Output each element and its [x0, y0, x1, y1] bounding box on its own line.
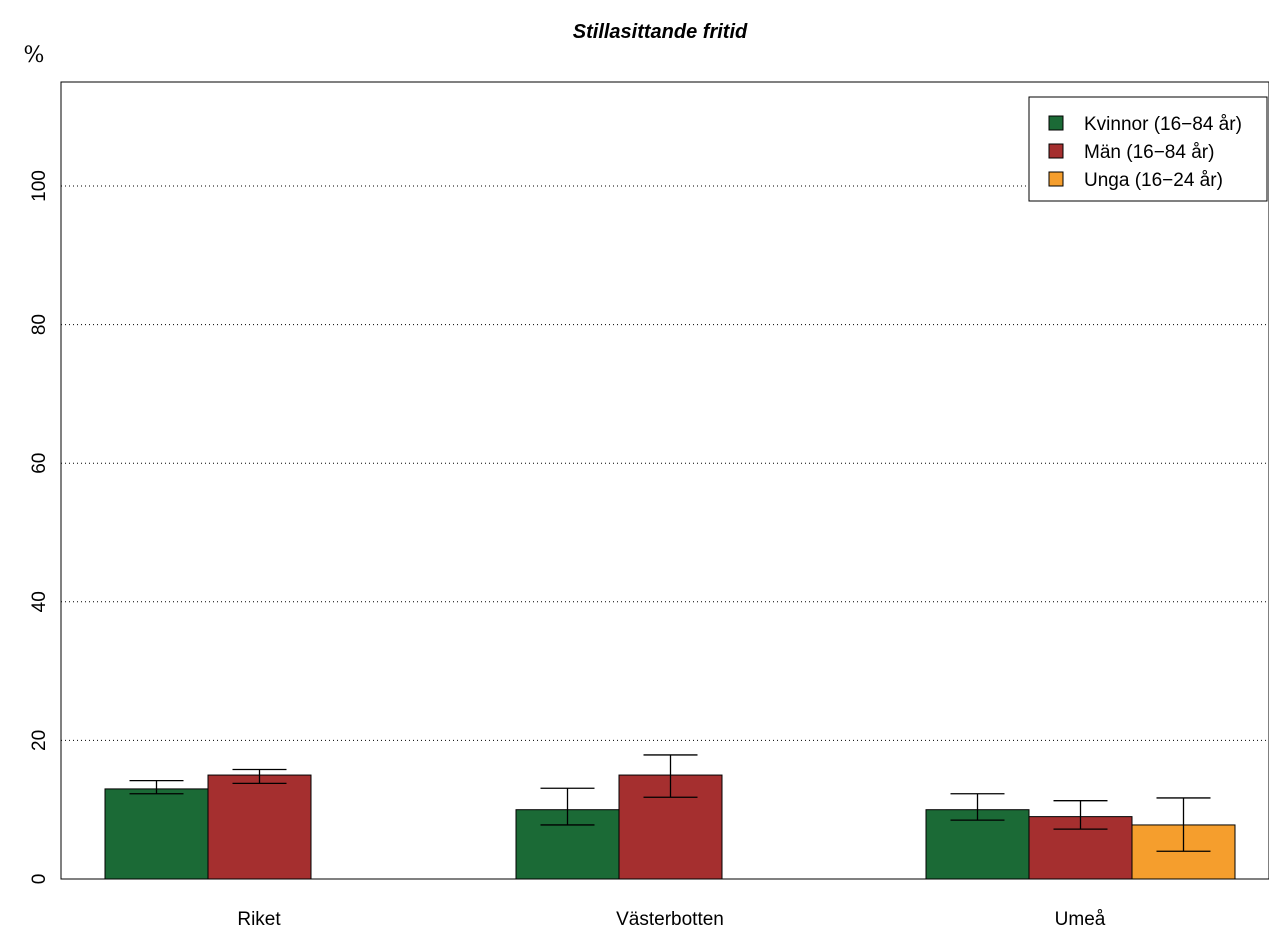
legend-swatch: [1048, 115, 1064, 131]
y-tick-label: 60: [29, 453, 50, 474]
legend-box: [1028, 96, 1268, 202]
legend-swatch: [1048, 171, 1064, 187]
legend-swatch: [1048, 143, 1064, 159]
legend-label: Unga (16−24 år): [1084, 170, 1223, 191]
chart-title: Stillasittande fritid: [573, 21, 748, 43]
y-tick-label: 40: [29, 591, 50, 612]
legend-label: Kvinnor (16−84 år): [1084, 114, 1242, 135]
grid-lines: [61, 185, 1269, 741]
y-tick-label: 20: [29, 730, 50, 751]
bar: [207, 774, 312, 880]
legend: Kvinnor (16−84 år) Män (16−84 år) Unga (16…: [1028, 96, 1268, 202]
x-tick-label: Riket: [237, 909, 281, 929]
y-tick-label: 0: [29, 874, 50, 885]
y-tick-label: 80: [29, 314, 50, 335]
plot-frame: [60, 81, 1269, 880]
x-tick-label: Västerbotten: [616, 909, 724, 929]
y-axis-unit-label: %: [24, 43, 45, 68]
x-tick-label: Umeå: [1055, 909, 1106, 929]
legend-label: Män (16−84 år): [1084, 142, 1214, 163]
x-axis-labels: Riket Västerbotten Umeå: [237, 909, 1105, 929]
error-bars-group: [129, 754, 1211, 852]
bar: [104, 788, 209, 880]
y-tick-label: 100: [29, 170, 50, 202]
